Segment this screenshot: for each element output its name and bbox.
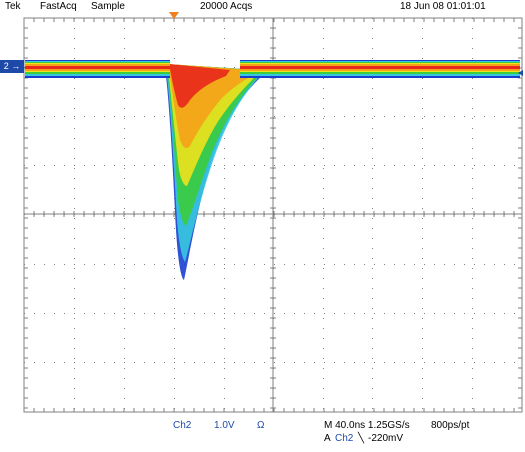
waveform-baseline [25, 60, 520, 78]
timebase: M 40.0ns 1.25GS/s [324, 420, 410, 431]
trigger-channel: Ch2 [335, 433, 354, 444]
pulse-band-5 [169, 64, 230, 108]
acquire-mode: FastAcq [40, 1, 77, 12]
trigger-position-marker[interactable] [169, 12, 179, 19]
baseline-right-5 [240, 66, 520, 69]
trigger-level: -220mV [368, 433, 404, 444]
baseline-left-5 [25, 66, 170, 69]
impedance-icon: Ω [257, 420, 265, 431]
trigger-slope-icon: ╲ [358, 433, 365, 444]
brand-label: Tek [5, 1, 21, 12]
acquisition-count: 20000 Acqs [200, 1, 253, 12]
channel-label: Ch2 [173, 420, 192, 431]
record-resolution: 800ps/pt [431, 420, 470, 431]
trigger-prefix: A [324, 433, 331, 444]
waveform-pulse [164, 64, 262, 280]
trigger-level-marker[interactable] [518, 70, 523, 76]
acquire-type: Sample [91, 1, 125, 12]
channel-2-marker[interactable]: 2 → [0, 60, 24, 73]
date-time: 18 Jun 08 01:01:01 [400, 1, 486, 12]
volts-per-div: 1.0V [214, 420, 235, 431]
